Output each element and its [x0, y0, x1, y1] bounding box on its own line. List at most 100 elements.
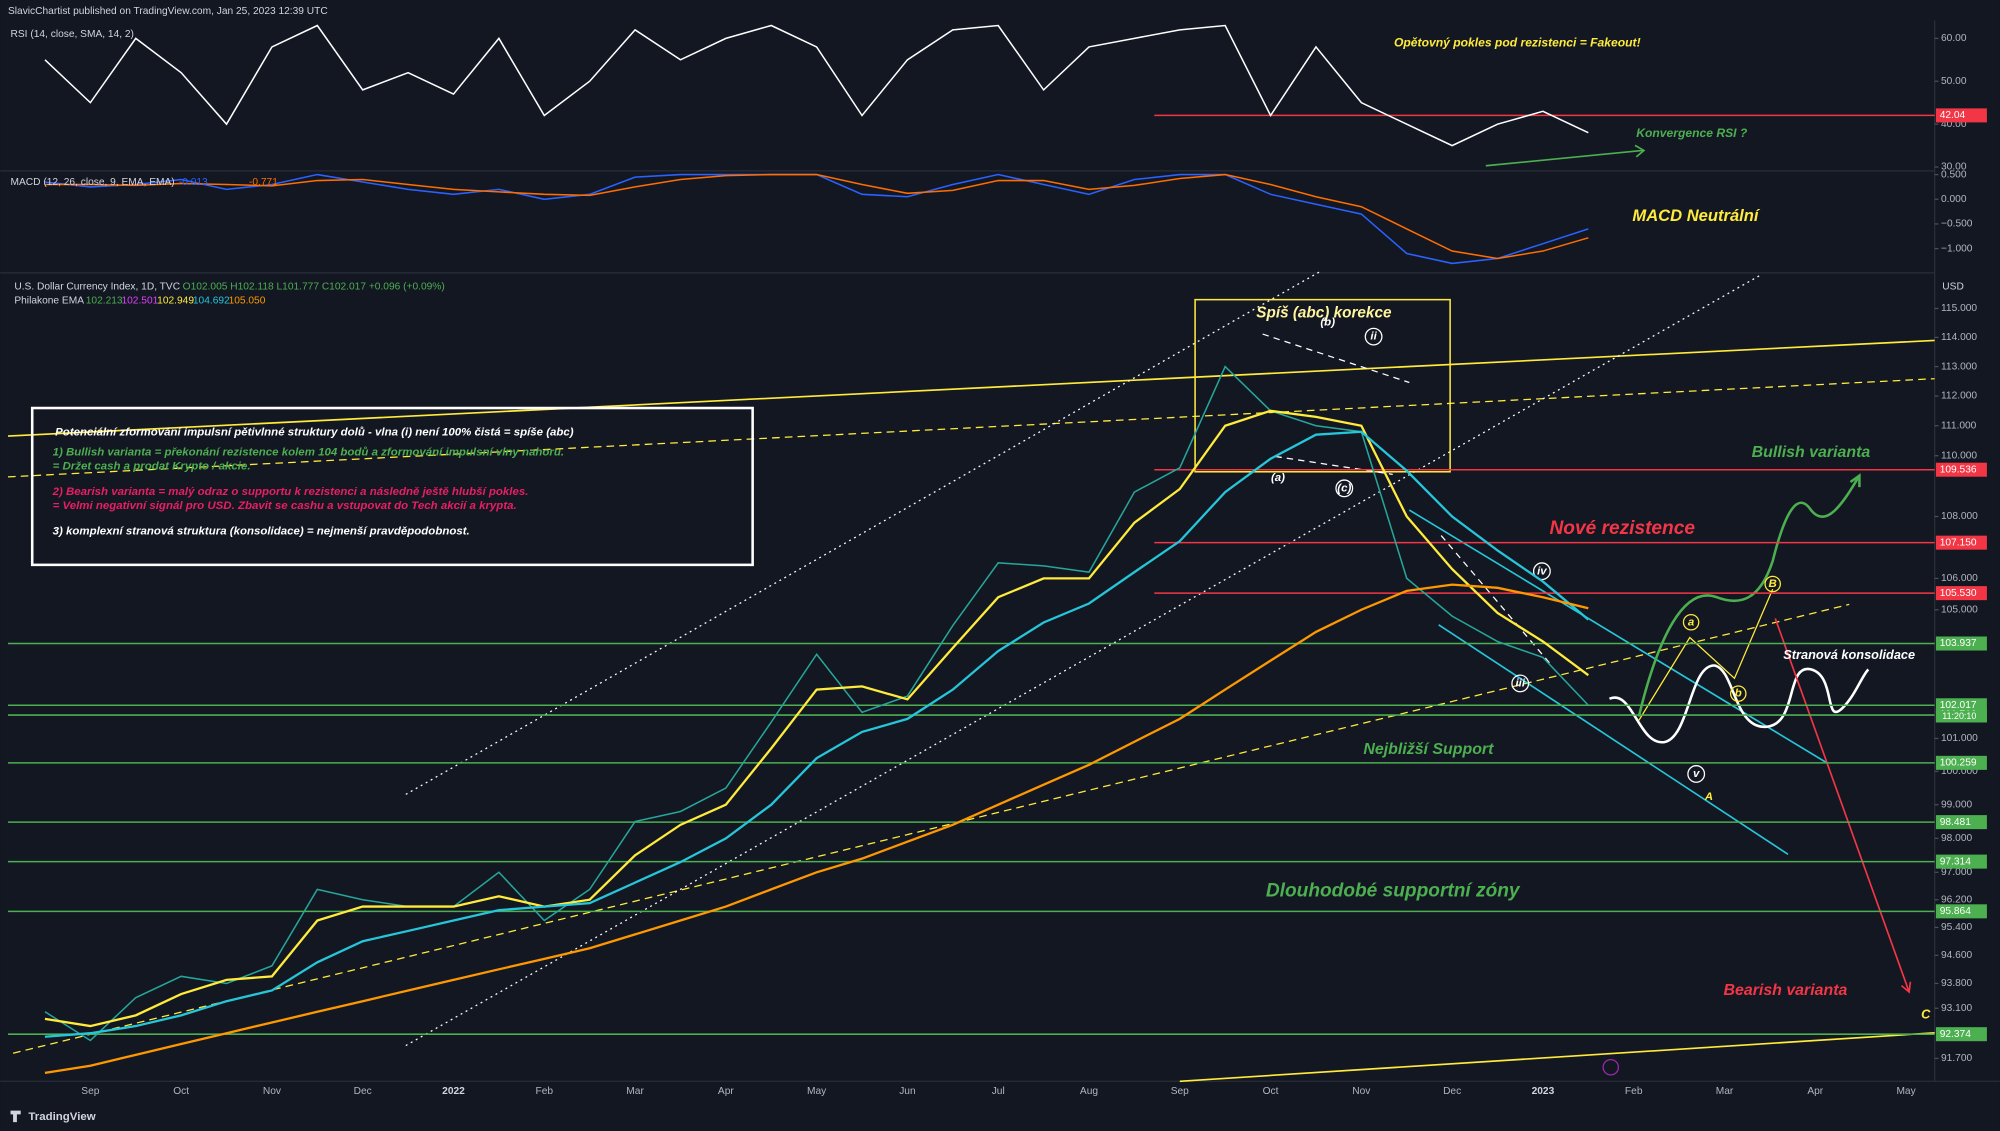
x-tick-label: Sep	[81, 1086, 99, 1097]
event-icon	[1602, 1058, 1620, 1076]
x-tick-label: Jun	[899, 1086, 915, 1097]
brand: TradingView	[28, 1111, 95, 1123]
level-label-box	[1935, 535, 1987, 550]
countdown-box	[1935, 711, 1987, 723]
annotation: a	[1688, 616, 1695, 628]
annotation: Potenciální zformování impulsní pětivlnn…	[55, 426, 574, 438]
annotation: (b)	[1320, 317, 1335, 329]
highlight-box	[1194, 298, 1451, 473]
series-line	[44, 583, 1589, 1074]
annotation: 1) Bullish varianta = překonání rezisten…	[53, 447, 564, 459]
level-label: 107.150	[1940, 537, 1977, 548]
y-tick-label: 111.000	[1941, 420, 1977, 431]
y-tick-label: 108.000	[1941, 511, 1978, 522]
annotation: 3) komplexní stranová struktura (konsoli…	[53, 526, 470, 538]
level-label-box	[1935, 586, 1987, 601]
rsi-arrow	[1485, 149, 1643, 167]
y-tick-label: 40.00	[1941, 119, 1967, 130]
annotation: = Držet cash a prodat Krypto / akcie.	[53, 461, 251, 473]
indicator-value: 102.501	[121, 296, 158, 307]
y-tick-label: 95.400	[1941, 922, 1972, 933]
y-tick-label: −1.000	[1941, 243, 1973, 254]
countdown: 11:20:10	[1942, 711, 1976, 721]
y-tick-label: 110.000	[1941, 450, 1977, 461]
level-label-box	[1935, 755, 1987, 770]
indicator-value: 102.949	[157, 296, 194, 307]
level-label-box	[1935, 1027, 1987, 1042]
annotation: Spíš (abc) korekce	[1256, 305, 1392, 322]
y-tick-label: 0.000	[1941, 194, 1967, 205]
y-tick-label: 112.000	[1941, 391, 1977, 402]
x-tick-label: May	[807, 1086, 827, 1097]
level-label: 97.314	[1940, 856, 1971, 867]
x-tick-label: Dec	[1443, 1086, 1461, 1097]
annotation: ii	[1370, 331, 1377, 343]
series-line	[44, 24, 1589, 147]
macd-title: MACD (12, 26, close, 9, EMA, EMA)	[11, 177, 175, 188]
annotation: A	[1704, 791, 1713, 803]
x-tick-label: Mar	[1716, 1086, 1734, 1097]
annotation: Bullish varianta	[1752, 444, 1871, 461]
x-tick-label: May	[1896, 1086, 1916, 1097]
x-tick-label: Aug	[1080, 1086, 1098, 1097]
x-tick-label: Mar	[626, 1086, 644, 1097]
abc-path	[1638, 588, 1774, 721]
y-tick-label: 96.200	[1941, 894, 1972, 905]
annotation: Stranová konsolidace	[1783, 647, 1915, 662]
macd-legend-value: -0.013	[179, 177, 208, 188]
y-tick-label: 98.000	[1941, 833, 1972, 844]
x-tick-label: Feb	[536, 1086, 554, 1097]
x-tick-label: Oct	[1263, 1086, 1279, 1097]
rsi-title: RSI (14, close, SMA, 14, 2)	[11, 29, 134, 40]
y-tick-label: 50.00	[1941, 76, 1967, 87]
annotation: Konvergence RSI ?	[1636, 126, 1748, 140]
trend-line	[1179, 1031, 1935, 1083]
level-label-box	[1935, 854, 1987, 869]
indicator-value: 105.050	[229, 296, 266, 307]
series-line	[44, 409, 1590, 1028]
channel-line	[1408, 509, 1827, 764]
x-tick-label: Dec	[354, 1086, 372, 1097]
y-tick-label: 30.00	[1941, 162, 1967, 173]
publisher: SlavicChartist published on TradingView.…	[8, 6, 328, 17]
wave-ring	[1364, 327, 1383, 346]
level-label: 92.374	[1940, 1029, 1971, 1040]
price-title: U.S. Dollar Currency Index, 1D, TVC	[14, 282, 180, 293]
arrow-head	[1634, 144, 1646, 158]
wave-ring	[1687, 765, 1706, 783]
x-tick-label: 2022	[442, 1086, 465, 1097]
text-box	[30, 406, 754, 567]
x-tick-label: Jul	[992, 1086, 1005, 1097]
x-tick-label: Apr	[718, 1086, 734, 1097]
annotation: MACD Neutrální	[1632, 206, 1760, 225]
price-line	[44, 365, 1589, 1042]
x-tick-label: Nov	[1352, 1086, 1371, 1097]
y-tick-label: 100.000	[1941, 766, 1978, 777]
consolidation-path	[1608, 664, 1870, 744]
annotation: iii	[1515, 677, 1525, 689]
y-tick-label: 93.100	[1941, 1003, 1972, 1014]
arrow-head	[1900, 981, 1912, 994]
level-label-box	[1935, 904, 1987, 919]
wave-ring	[1335, 479, 1354, 498]
level-label: 98.481	[1940, 817, 1971, 828]
wave-line	[1275, 455, 1393, 475]
annotation: Dlouhodobé supportní zóny	[1266, 880, 1521, 901]
annotation: v	[1693, 768, 1700, 780]
wave-line	[1262, 333, 1410, 384]
x-tick-label: Sep	[1171, 1086, 1189, 1097]
annotation: Nejbližší Support	[1363, 741, 1494, 758]
level-label-box	[1935, 462, 1987, 477]
y-tick-label: −0.500	[1941, 219, 1973, 230]
x-tick-label: Nov	[263, 1086, 282, 1097]
y-tick-label: 114.000	[1941, 332, 1977, 343]
drawings	[7, 144, 1935, 1083]
annotation: B	[1769, 578, 1777, 590]
annotation: = Velmi negativní signál pro USD. Zbavit…	[53, 500, 517, 512]
level-label: 42.04	[1940, 110, 1966, 121]
indicator-value: 102.213	[86, 296, 123, 307]
trend-line	[7, 339, 1935, 437]
y-tick-label: 60.00	[1941, 33, 1967, 44]
